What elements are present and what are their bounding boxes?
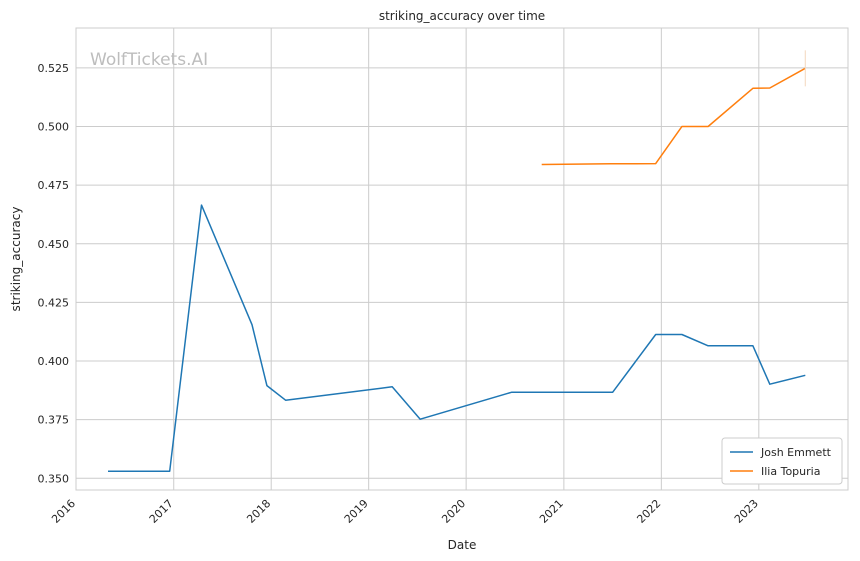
series-layer [108, 50, 806, 472]
y-tick-label: 0.475 [38, 179, 70, 192]
x-tick-label: 2018 [244, 497, 273, 526]
x-tick-label: 2019 [342, 497, 371, 526]
legend-label-ilia-topuria: Ilia Topuria [761, 465, 820, 478]
watermark-text: WolfTickets.AI [90, 50, 208, 70]
x-tick-label: 2020 [439, 497, 468, 526]
y-tick-label: 0.400 [38, 355, 70, 368]
y-tick-label: 0.375 [38, 414, 70, 427]
y-tick-label: 0.425 [38, 296, 70, 309]
legend-box [721, 437, 843, 485]
legend-label-josh-emmett: Josh Emmett [760, 446, 832, 459]
x-tick-label: 2023 [732, 497, 761, 526]
x-axis-ticks: 2016 2017 2018 2019 2020 2021 2022 2023 [49, 497, 761, 526]
grid [75, 28, 848, 490]
x-tick-label: 2017 [147, 497, 176, 526]
legend: Josh Emmett Ilia Topuria [721, 437, 843, 485]
series-line-josh-emmett [108, 204, 806, 472]
series-line-ilia-topuria [541, 67, 806, 166]
y-tick-label: 0.350 [38, 472, 70, 485]
chart-title: striking_accuracy over time [379, 9, 545, 23]
plot-area: WolfTickets.AI [75, 27, 849, 491]
y-tick-label: 0.525 [38, 62, 70, 75]
y-tick-label: 0.450 [38, 238, 70, 251]
y-axis-ticks: 0.350 0.375 0.400 0.425 0.450 0.475 0.500 0.525 [38, 62, 70, 485]
y-axis-label: striking_accuracy [9, 207, 23, 312]
x-tick-label: 2022 [634, 497, 663, 526]
plot-background [75, 27, 849, 491]
x-tick-label: 2016 [49, 497, 78, 526]
x-axis-label: Date [448, 538, 477, 552]
y-tick-label: 0.500 [38, 120, 70, 133]
x-tick-label: 2021 [537, 497, 566, 526]
